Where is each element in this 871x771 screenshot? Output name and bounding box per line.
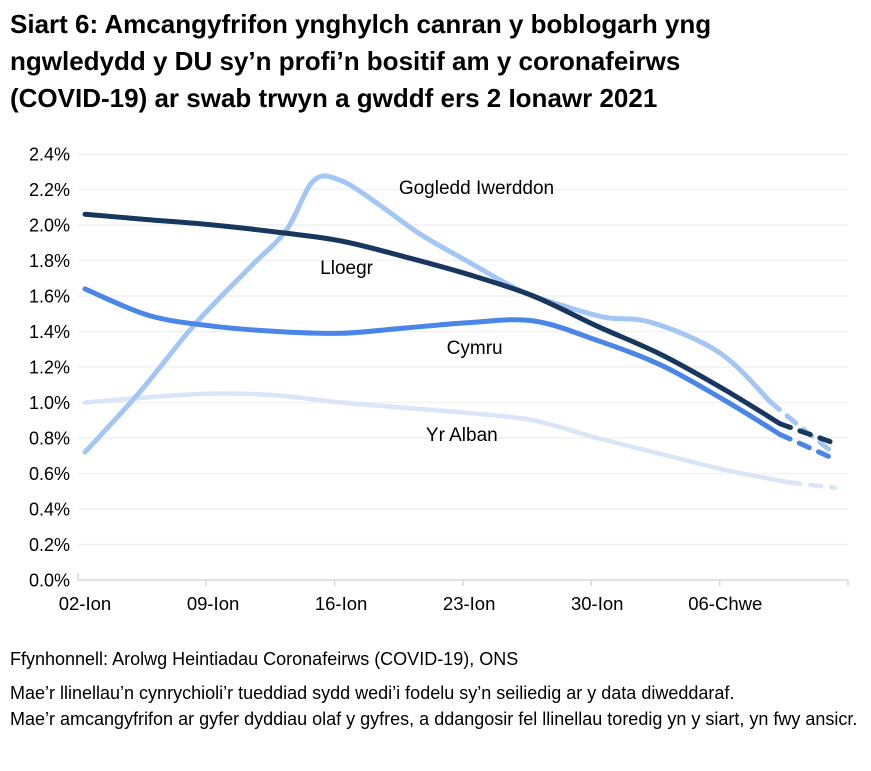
y-axis-tick-label: 0.8% xyxy=(29,429,70,449)
series-label-lloegr: Lloegr xyxy=(320,258,373,279)
y-axis-tick-label: 2.2% xyxy=(29,180,70,200)
series-label-yr-alban: Yr Alban xyxy=(426,425,498,446)
x-axis-tick-label: 30-Ion xyxy=(571,593,623,614)
x-axis-tick-label: 06-Chwe xyxy=(688,593,762,614)
x-axis-tick-label: 23-Ion xyxy=(443,593,495,614)
series-line-dashed-lloegr xyxy=(777,421,838,446)
x-axis-tick-label: 09-Ion xyxy=(187,593,239,614)
page-title: Siart 6: Amcangyfrifon ynghylch canran y… xyxy=(10,6,866,117)
y-axis-tick-label: 0.2% xyxy=(29,535,70,555)
x-axis-tick-label: 16-Ion xyxy=(315,593,367,614)
series-line-dashed-cymru xyxy=(777,432,838,462)
series-line-lloegr xyxy=(82,211,783,427)
series-label-gogledd-iwerddon: Gogledd Iwerddon xyxy=(399,178,554,199)
series-line-dashed-yr-alban xyxy=(787,480,838,490)
page-title-line-3: (COVID-19) ar swab trwyn a gwddf ers 2 I… xyxy=(10,83,658,113)
y-axis-tick-label: 1.4% xyxy=(29,322,70,342)
series-line-gogledd-iwerddon xyxy=(82,173,774,455)
source-text: Ffynhonnell: Arolwg Heintiadau Coronafei… xyxy=(10,649,519,669)
note-line-1: Mae’r llinellau’n cynrychioli’r tueddiad… xyxy=(10,683,735,703)
y-axis-tick-label: 0.0% xyxy=(29,571,70,591)
y-axis-tick-label: 0.4% xyxy=(29,500,70,520)
y-axis-tick-label: 0.6% xyxy=(29,464,70,484)
y-axis-tick-label: 1.2% xyxy=(29,358,70,378)
y-axis-tick-label: 2.4% xyxy=(29,145,70,165)
page-title-line-1: Siart 6: Amcangyfrifon ynghylch canran y… xyxy=(10,9,712,39)
note-text: Mae’r llinellau’n cynrychioli’r tueddiad… xyxy=(10,680,862,732)
line-chart: 0.0% 0.2% 0.4% 0.6% 0.8% 1.0% 1.2% 1.4% 1.6% 1.8%… xyxy=(29,145,849,614)
y-axis-tick-label: 1.0% xyxy=(29,393,70,413)
note-line-2: Mae’r amcangyfrifon ar gyfer dyddiau ola… xyxy=(10,709,858,729)
series-label-cymru: Cymru xyxy=(447,338,503,359)
y-axis-tick-label: 1.6% xyxy=(29,287,70,307)
series-line-yr-alban xyxy=(82,391,792,485)
page-title-line-2: ngwledydd y DU sy’n profi’n bositif am y… xyxy=(10,46,681,76)
y-axis-tick-label: 1.8% xyxy=(29,251,70,271)
chart-footer: Ffynhonnell: Arolwg Heintiadau Coronafei… xyxy=(10,646,862,732)
y-axis-tick-label: 2.0% xyxy=(29,216,70,236)
x-axis-tick-label: 02-Ion xyxy=(59,593,111,614)
series-line-cymru xyxy=(82,286,783,437)
